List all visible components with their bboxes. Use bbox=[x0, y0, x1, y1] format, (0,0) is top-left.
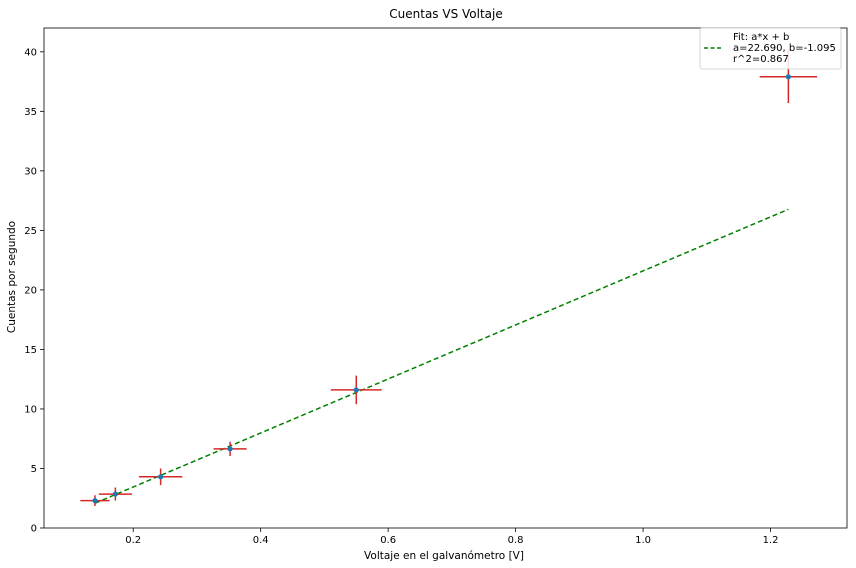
legend-box bbox=[699, 27, 842, 70]
x-tick-label: 0.8 bbox=[508, 535, 524, 546]
y-tick-label: 30 bbox=[24, 166, 37, 177]
data-point bbox=[227, 446, 233, 452]
data-point-group bbox=[98, 487, 132, 501]
data-point-group bbox=[330, 375, 382, 405]
y-axis-label: Cuentas por segundo bbox=[6, 221, 18, 333]
x-tick-label: 1.0 bbox=[635, 535, 651, 546]
y-tick-label: 15 bbox=[24, 345, 37, 356]
x-tick-label: 0.2 bbox=[125, 535, 141, 546]
y-tick-label: 10 bbox=[24, 404, 37, 415]
data-points bbox=[80, 50, 818, 506]
fit-layer bbox=[94, 208, 789, 504]
y-tick-label: 20 bbox=[24, 285, 37, 296]
y-tick-label: 35 bbox=[24, 107, 37, 118]
legend: Fit: a*x + b a=22.690, b=-1.095 r^2=0.86… bbox=[699, 27, 842, 70]
y-axis: 0 5 10 15 20 25 30 35 40 bbox=[24, 47, 44, 535]
chart-title: Cuentas VS Voltaje bbox=[389, 7, 502, 21]
legend-fit-line-2: a=22.690, b=-1.095 bbox=[733, 43, 836, 54]
data-point bbox=[353, 387, 359, 393]
fit-line bbox=[94, 208, 789, 504]
y-tick-label: 0 bbox=[31, 524, 37, 535]
data-point bbox=[785, 74, 791, 80]
y-tick-label: 40 bbox=[24, 47, 37, 58]
data-point-group bbox=[213, 441, 247, 456]
data-point-group bbox=[138, 468, 183, 486]
data-point-group bbox=[80, 495, 110, 506]
x-axis-label: Voltaje en el galvanómetro [V] bbox=[364, 550, 524, 562]
y-tick-label: 5 bbox=[31, 464, 37, 475]
x-tick-label: 0.6 bbox=[380, 535, 396, 546]
y-tick-label: 25 bbox=[24, 226, 37, 237]
legend-fit-line-1: Fit: a*x + b bbox=[733, 32, 789, 43]
x-tick-label: 0.4 bbox=[253, 535, 269, 546]
x-tick-label: 1.2 bbox=[763, 535, 779, 546]
data-point bbox=[112, 491, 118, 497]
plot-area bbox=[43, 27, 848, 529]
data-point bbox=[158, 474, 164, 480]
data-point bbox=[92, 498, 98, 504]
x-axis: 0.2 0.4 0.6 0.8 1.0 1.2 bbox=[125, 528, 778, 546]
legend-fit-line-3: r^2=0.867 bbox=[733, 54, 789, 65]
